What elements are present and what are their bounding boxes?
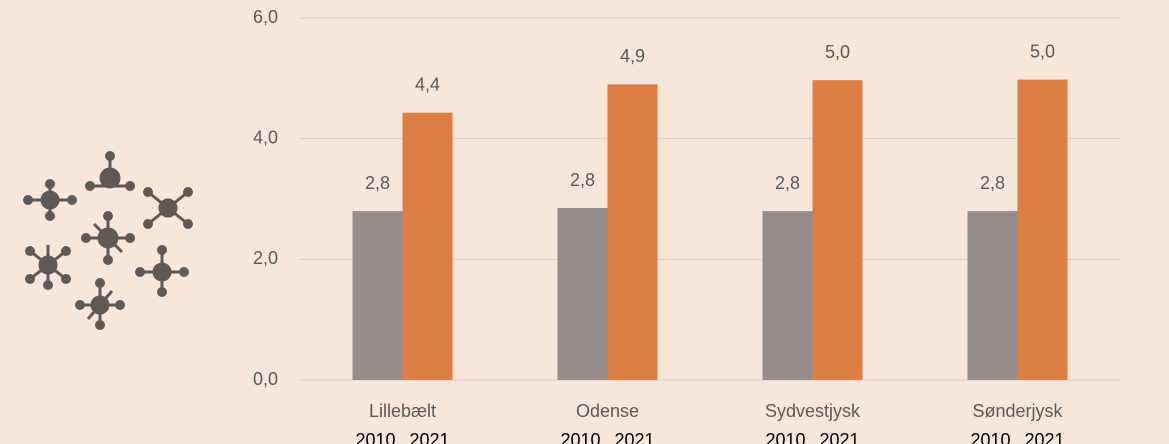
series-label: 2021 xyxy=(614,430,654,444)
bar xyxy=(607,84,658,380)
y-tick-label: 4,0 xyxy=(253,127,278,147)
series-label: 2021 xyxy=(819,430,859,444)
y-tick-label: 6,0 xyxy=(253,7,278,27)
series-label: 2010 xyxy=(970,430,1010,444)
series-label: 2010 xyxy=(355,430,395,444)
value-label: 2,8 xyxy=(980,173,1005,193)
value-label: 4,4 xyxy=(415,74,440,94)
bar xyxy=(762,211,813,380)
series-label: 2010 xyxy=(560,430,600,444)
value-label: 4,9 xyxy=(620,46,645,66)
molecule-icon xyxy=(23,151,193,330)
bar xyxy=(557,208,608,380)
y-tick-label: 2,0 xyxy=(253,248,278,268)
bar xyxy=(812,80,863,380)
x-tick-label: Sydvestjysk xyxy=(765,401,861,421)
x-tick-label: Sønderjysk xyxy=(972,401,1063,421)
series-label: 2021 xyxy=(409,430,449,444)
bar xyxy=(1017,79,1068,380)
value-label: 2,8 xyxy=(365,173,390,193)
value-label: 2,8 xyxy=(570,170,595,190)
bar xyxy=(402,112,453,381)
bar xyxy=(967,211,1018,380)
x-tick-label: Odense xyxy=(576,401,639,421)
value-label: 5,0 xyxy=(825,42,850,62)
series-label: 2021 xyxy=(1024,430,1064,444)
value-label: 2,8 xyxy=(775,173,800,193)
y-tick-label: 0,0 xyxy=(253,369,278,389)
series-label: 2010 xyxy=(765,430,805,444)
x-tick-label: Lillebælt xyxy=(369,401,436,421)
bar xyxy=(352,211,403,380)
value-label: 5,0 xyxy=(1030,41,1055,61)
